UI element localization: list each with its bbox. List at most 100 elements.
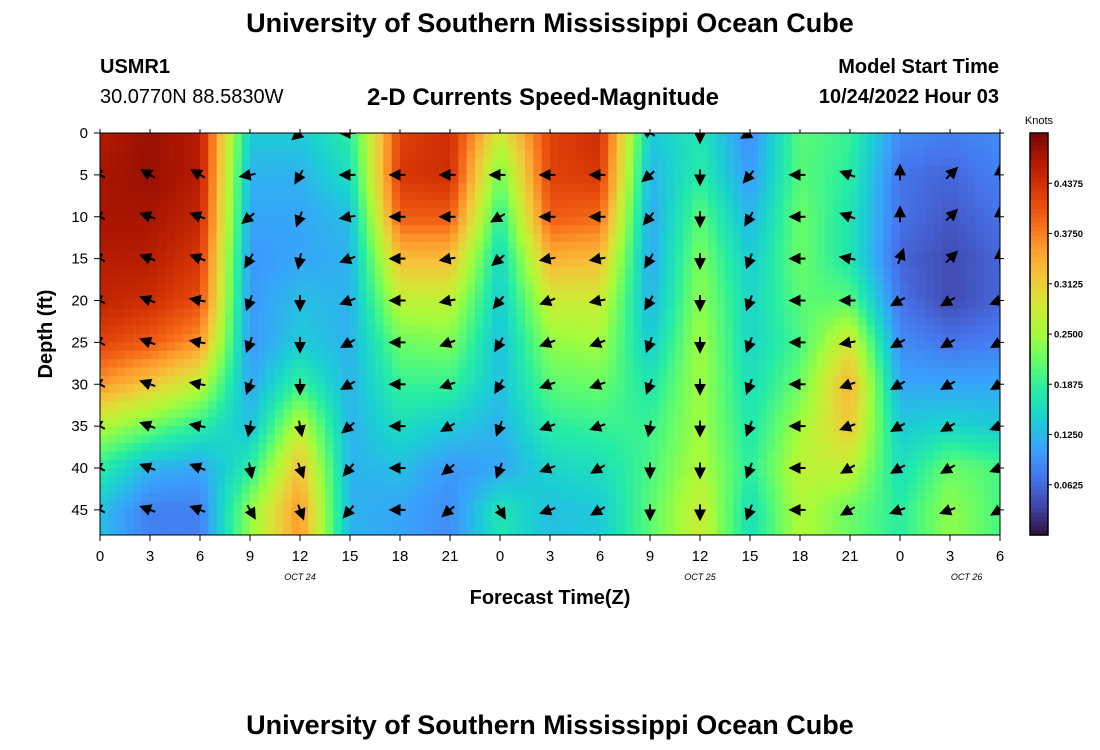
- heatmap-cell: [358, 258, 368, 268]
- heatmap-cell: [925, 174, 934, 184]
- heatmap-cell: [491, 241, 501, 251]
- heatmap-cell: [933, 300, 943, 310]
- heatmap-cell: [341, 451, 351, 461]
- heatmap-cell: [550, 292, 559, 302]
- heatmap-cell: [216, 133, 226, 142]
- heatmap-cell: [416, 468, 426, 477]
- heatmap-cell: [441, 267, 451, 276]
- heatmap-cell: [291, 375, 301, 385]
- heatmap-cell: [308, 233, 318, 243]
- heatmap-cell: [725, 292, 734, 302]
- heatmap-cell: [908, 133, 918, 142]
- heatmap-cell: [366, 401, 376, 410]
- heatmap-cell: [375, 208, 384, 218]
- heatmap-cell: [558, 442, 568, 452]
- heatmap-cell: [366, 208, 376, 218]
- heatmap-cell: [800, 434, 809, 444]
- heatmap-cell: [516, 501, 526, 511]
- heatmap-cell: [358, 233, 368, 243]
- heatmap-cell: [850, 183, 859, 193]
- heatmap-cell: [250, 267, 259, 276]
- heatmap-cell: [516, 208, 526, 218]
- heatmap-cell: [866, 200, 876, 209]
- heatmap-cell: [158, 241, 168, 251]
- heatmap-cell: [950, 225, 959, 235]
- heatmap-cell: [133, 468, 143, 477]
- heatmap-cell: [500, 158, 509, 168]
- heatmap-cell: [516, 342, 526, 352]
- heatmap-cell: [241, 350, 251, 360]
- heatmap-cell: [575, 509, 584, 519]
- heatmap-cell: [900, 174, 909, 184]
- heatmap-cell: [541, 216, 551, 226]
- heatmap-cell: [808, 225, 818, 235]
- heatmap-cell: [633, 258, 643, 268]
- heatmap-cell: [441, 183, 451, 193]
- heatmap-cell: [566, 501, 576, 511]
- heatmap-cell: [883, 308, 893, 318]
- heatmap-cell: [550, 509, 559, 519]
- heatmap-cell: [291, 484, 301, 494]
- heatmap-cell: [266, 158, 276, 168]
- heatmap-cell: [700, 334, 709, 343]
- heatmap-cell: [266, 526, 276, 535]
- heatmap-cell: [666, 250, 676, 260]
- heatmap-cell: [958, 476, 968, 486]
- heatmap-cell: [950, 133, 959, 142]
- heatmap-cell: [850, 308, 859, 318]
- heatmap-cell: [183, 225, 193, 235]
- heatmap-cell: [508, 191, 518, 201]
- heatmap-cell: [133, 459, 143, 469]
- heatmap-cell: [841, 149, 851, 159]
- heatmap-cell: [225, 308, 234, 318]
- heatmap-cell: [508, 149, 518, 159]
- heatmap-cell: [950, 141, 959, 151]
- heatmap-cell: [233, 375, 243, 385]
- heatmap-cell: [183, 267, 193, 276]
- heatmap-cell: [333, 300, 343, 310]
- heatmap-cell: [366, 501, 376, 511]
- heatmap-cell: [166, 459, 176, 469]
- heatmap-cell: [533, 317, 543, 327]
- heatmap-cell: [750, 426, 759, 436]
- heatmap-cell: [291, 334, 301, 343]
- heatmap-cell: [650, 493, 659, 503]
- heatmap-cell: [925, 476, 934, 486]
- heatmap-cell: [500, 451, 509, 461]
- heatmap-cell: [416, 183, 426, 193]
- heatmap-cell: [450, 434, 459, 444]
- heatmap-cell: [916, 166, 926, 176]
- heatmap-cell: [258, 409, 268, 419]
- heatmap-cell: [516, 133, 526, 142]
- heatmap-cell: [933, 442, 943, 452]
- heatmap-cell: [183, 526, 193, 535]
- heatmap-cell: [816, 451, 826, 461]
- heatmap-cell: [416, 200, 426, 209]
- heatmap-cell: [441, 133, 451, 142]
- heatmap-cell: [250, 375, 259, 385]
- heatmap-cell: [366, 191, 376, 201]
- heatmap-cell: [600, 442, 609, 452]
- heatmap-cell: [675, 434, 684, 444]
- heatmap-cell: [908, 476, 918, 486]
- heatmap-cell: [266, 359, 276, 369]
- heatmap-cell: [608, 409, 618, 419]
- heatmap-cell: [475, 459, 484, 469]
- heatmap-cell: [141, 392, 151, 402]
- heatmap-cell: [533, 518, 543, 528]
- heatmap-cell: [933, 501, 943, 511]
- heatmap-cell: [233, 384, 243, 394]
- heatmap-cell: [550, 250, 559, 260]
- heatmap-cell: [408, 417, 418, 427]
- heatmap-cell: [908, 250, 918, 260]
- heatmap-cell: [958, 267, 968, 276]
- heatmap-cell: [858, 174, 868, 184]
- heatmap-cell: [875, 233, 884, 243]
- heatmap-cell: [825, 518, 834, 528]
- heatmap-cell: [483, 166, 493, 176]
- heatmap-cell: [125, 434, 134, 444]
- heatmap-cell: [233, 417, 243, 427]
- heatmap-cell: [916, 149, 926, 159]
- heatmap-cell: [358, 141, 368, 151]
- heatmap-cell: [375, 283, 384, 293]
